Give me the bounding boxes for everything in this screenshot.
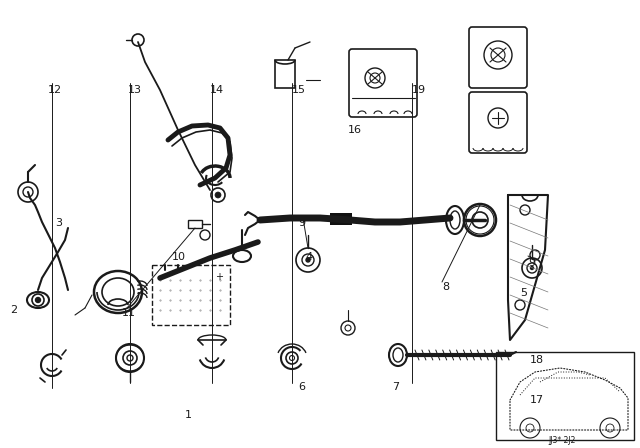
Text: 17: 17 xyxy=(530,395,544,405)
Text: 15: 15 xyxy=(292,85,306,95)
Text: 9: 9 xyxy=(528,258,535,268)
Bar xyxy=(152,265,230,325)
Bar xyxy=(330,213,352,225)
Text: 2: 2 xyxy=(10,305,17,315)
Text: 10: 10 xyxy=(172,252,186,262)
Circle shape xyxy=(215,192,221,198)
Circle shape xyxy=(35,297,40,302)
Text: 1: 1 xyxy=(185,410,192,420)
Text: 6: 6 xyxy=(298,382,305,392)
Circle shape xyxy=(306,258,310,262)
Bar xyxy=(275,60,295,88)
Bar xyxy=(188,220,202,228)
Text: 19: 19 xyxy=(412,85,426,95)
Text: 4: 4 xyxy=(305,252,312,262)
Text: 14: 14 xyxy=(210,85,224,95)
Text: 5: 5 xyxy=(520,288,527,298)
Circle shape xyxy=(531,267,534,270)
FancyBboxPatch shape xyxy=(469,92,527,153)
Text: +: + xyxy=(215,272,223,282)
Text: 13: 13 xyxy=(128,85,142,95)
Text: 3: 3 xyxy=(55,218,62,228)
Text: 8: 8 xyxy=(442,282,449,292)
Bar xyxy=(496,352,634,440)
Text: 18: 18 xyxy=(530,355,544,365)
FancyBboxPatch shape xyxy=(349,49,417,117)
Circle shape xyxy=(127,355,133,361)
Text: 9: 9 xyxy=(298,218,305,228)
Text: 12: 12 xyxy=(48,85,62,95)
Text: 11: 11 xyxy=(122,308,136,318)
Circle shape xyxy=(289,356,294,361)
Text: JJ3* 2J2: JJ3* 2J2 xyxy=(548,436,576,445)
Text: 7: 7 xyxy=(392,382,399,392)
FancyBboxPatch shape xyxy=(469,27,527,88)
Text: 16: 16 xyxy=(348,125,362,135)
